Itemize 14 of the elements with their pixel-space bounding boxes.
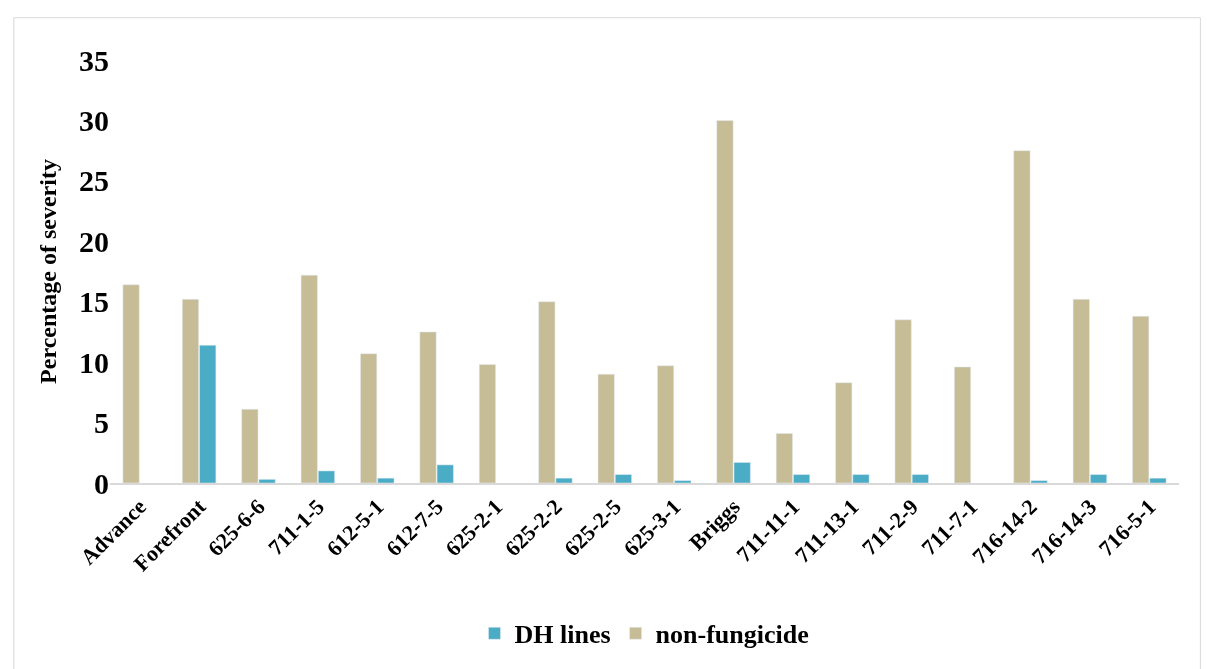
legend-label: DH lines [514, 620, 611, 650]
y-tick-label: 15 [79, 285, 109, 319]
y-tick-label: 20 [79, 224, 109, 258]
y-tick-label: 0 [94, 466, 109, 500]
y-tick-label: 5 [94, 406, 109, 440]
y-axis-title: Percentage of severity [35, 159, 62, 384]
bar [954, 366, 971, 483]
legend-label: non-fungicide [655, 620, 809, 650]
y-tick-label: 10 [79, 345, 109, 379]
bar [478, 364, 496, 483]
y-tick-label: 25 [79, 164, 109, 198]
y-tick-label: 35 [79, 43, 109, 77]
y-tick-label: 30 [79, 103, 109, 137]
bar [122, 284, 140, 483]
